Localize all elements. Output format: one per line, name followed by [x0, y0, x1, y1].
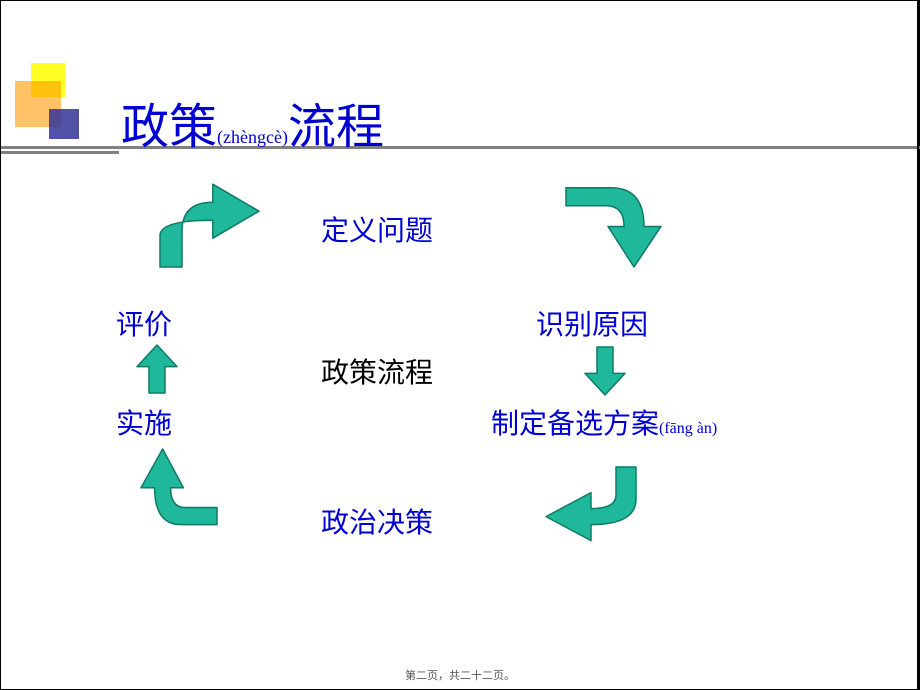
node-right1: 识别原因 [536, 303, 648, 343]
page-footer: 第二页，共二十二页。 [1, 667, 919, 683]
title-pinyin: (zhèngcè) [217, 127, 288, 147]
arrow-left1-to-top [149, 177, 259, 267]
arrow-right2-to-bottom [546, 467, 646, 547]
node-left2: 实施 [116, 402, 172, 442]
arrow-bottom-to-left2 [137, 449, 217, 535]
slide-title: 政策(zhèngcè)流程 [121, 87, 384, 157]
node-pinyin: (fāng àn) [659, 420, 717, 437]
deco-square [49, 109, 79, 139]
right-border [917, 1, 919, 690]
title-part1: 政策 [121, 101, 217, 154]
title-part2: 流程 [288, 101, 384, 154]
arrow-right1-to-right2 [585, 347, 625, 395]
arrow-top-to-right [566, 177, 666, 267]
center-label: 政策流程 [321, 351, 433, 391]
node-bottom: 政治决策 [321, 501, 433, 541]
deco-line [1, 151, 119, 154]
node-top: 定义问题 [321, 209, 433, 249]
node-right2: 制定备选方案(fāng àn) [491, 402, 717, 442]
arrow-left2-to-left1 [137, 345, 177, 393]
node-left1: 评价 [116, 303, 172, 343]
